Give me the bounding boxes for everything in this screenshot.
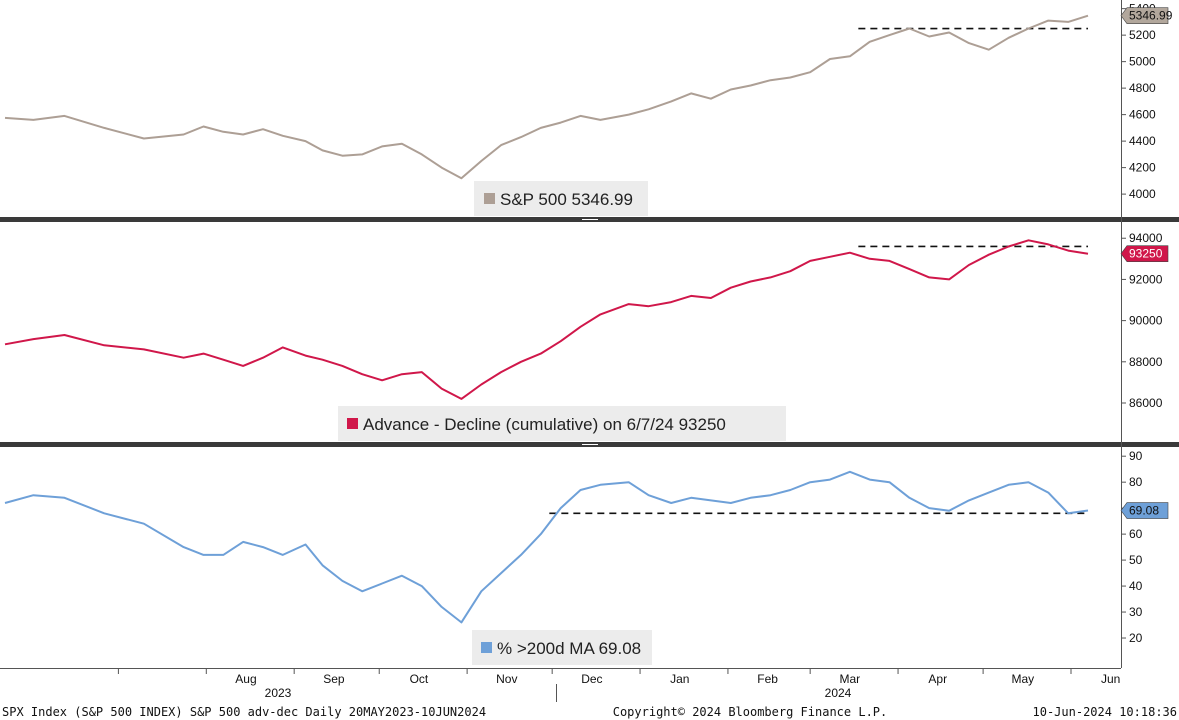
last-value-tag-adv: 93250	[1120, 245, 1169, 262]
year-label-2024: 2024	[825, 686, 852, 700]
series-lines	[4, 14, 1089, 624]
y-tick-label-adv: 94000	[1129, 231, 1163, 245]
last-value-tag-label-pct: 69.08	[1129, 504, 1159, 518]
x-tick-label: Jun	[1101, 672, 1120, 686]
legend-spx-swatch	[484, 193, 495, 204]
x-axis-ticks: Aug Sep Oct Nov Dec Jan Feb Mar Apr May Jun	[117, 668, 1120, 686]
last-value-tag-box-adv	[1120, 245, 1169, 262]
x-tick-label: Mar	[840, 672, 861, 686]
series-line-pct	[4, 470, 1089, 624]
y-tick-label-pct: 40	[1129, 579, 1143, 593]
y-tick-label-pct: 30	[1129, 605, 1143, 619]
y-tick-label-spx: 4600	[1129, 108, 1156, 122]
y-tick-label-pct: 90	[1129, 449, 1143, 463]
legend-adv-box	[338, 406, 786, 441]
last-value-tag-pct: 69.08	[1120, 502, 1169, 519]
y-tick-label-spx: 5200	[1129, 28, 1156, 42]
x-tick-label: Aug	[235, 672, 256, 686]
last-value-tags: 5346.99 93250 69.08	[1120, 7, 1173, 519]
y-tick-label-spx: 4200	[1129, 161, 1156, 175]
last-value-tag-box-pct	[1120, 502, 1169, 519]
y-tick-label-spx: 4800	[1129, 81, 1156, 95]
y-tick-label-pct: 80	[1129, 475, 1143, 489]
y-tick-label-spx: 4400	[1129, 134, 1156, 148]
legend-adv-swatch	[347, 418, 358, 429]
legend-adv: Advance - Decline (cumulative) on 6/7/24…	[338, 406, 786, 441]
x-tick-label: Sep	[323, 672, 345, 686]
year-label-2023: 2023	[265, 686, 292, 700]
x-tick-label: Jan	[670, 672, 689, 686]
footer-copyright: Copyright© 2024 Bloomberg Finance L.P.	[613, 705, 888, 719]
y-tick-label-adv: 88000	[1129, 355, 1163, 369]
x-tick-label: Nov	[496, 672, 517, 686]
last-value-tag-label-adv: 93250	[1129, 247, 1163, 261]
x-tick-label: Oct	[410, 672, 429, 686]
footer-timestamp: 10-Jun-2024 10:18:36	[1033, 705, 1178, 719]
legend-pct-box	[472, 630, 652, 665]
series-line-spx	[4, 14, 1089, 180]
panel-dividers	[0, 217, 1179, 447]
series-line-adv	[4, 239, 1089, 400]
footer-source: SPX Index (S&P 500 INDEX) S&P 500 adv-de…	[2, 705, 486, 719]
last-value-tag-label-spx: 5346.99	[1129, 9, 1173, 23]
y-tick-label-pct: 60	[1129, 527, 1143, 541]
x-tick-label: Feb	[757, 672, 778, 686]
last-value-tag-box-spx	[1120, 7, 1169, 24]
legend-spx-box	[474, 181, 648, 216]
y-tick-label-pct: 20	[1129, 631, 1143, 645]
x-tick-label: May	[1011, 672, 1034, 686]
y-tick-label-pct: 50	[1129, 553, 1143, 567]
reference-lines	[549, 27, 1088, 515]
legend-pct-label: % >200d MA 69.08	[497, 639, 641, 658]
y-tick-label-adv: 92000	[1129, 272, 1163, 286]
x-tick-label: Apr	[928, 672, 947, 686]
legend-spx-label: S&P 500 5346.99	[500, 190, 633, 209]
y-tick-label-spx: 5000	[1129, 55, 1156, 69]
y-tick-label-adv: 90000	[1129, 314, 1163, 328]
last-value-tag-spx: 5346.99	[1120, 7, 1173, 24]
y-tick-label-adv: 86000	[1129, 396, 1163, 410]
legend-spx: S&P 500 5346.99	[474, 181, 648, 216]
x-tick-label: Dec	[581, 672, 602, 686]
legend-adv-label: Advance - Decline (cumulative) on 6/7/24…	[363, 415, 726, 434]
legend-pct-swatch	[481, 642, 492, 653]
legend-pct: % >200d MA 69.08	[472, 630, 652, 665]
y-tick-label-spx: 4000	[1129, 187, 1156, 201]
